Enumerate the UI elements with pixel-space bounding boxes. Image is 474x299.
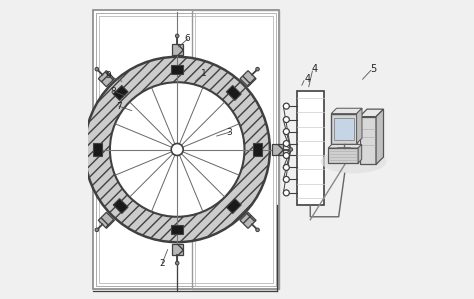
Circle shape [110,82,245,217]
Circle shape [62,148,65,151]
Text: 5: 5 [370,64,376,74]
Bar [98,212,114,228]
Bar [334,118,354,140]
Bar [172,44,183,55]
Polygon shape [358,144,362,163]
Circle shape [171,144,183,155]
Text: 8: 8 [110,87,117,96]
Circle shape [283,129,289,135]
Polygon shape [328,144,362,148]
Circle shape [283,141,289,147]
Bar [328,148,358,163]
Circle shape [95,67,99,71]
Polygon shape [331,108,362,114]
Bar [93,144,102,155]
Bar [99,16,273,283]
Text: 9: 9 [105,71,111,80]
Circle shape [84,57,270,242]
Bar [226,86,241,100]
Text: 3: 3 [227,128,232,137]
Text: 4: 4 [312,64,318,74]
Circle shape [283,152,289,158]
Circle shape [289,148,292,151]
Text: 7: 7 [116,102,122,111]
Bar [96,13,276,286]
Bar [226,199,241,213]
Circle shape [175,261,179,265]
Bar [240,71,256,87]
Bar [72,144,83,155]
Bar [240,212,256,228]
Text: 6: 6 [185,34,191,43]
Bar [297,91,324,205]
Circle shape [175,34,179,38]
Bar [171,65,183,74]
Bar [93,10,279,289]
Circle shape [256,228,259,232]
Bar [253,144,262,155]
Bar [113,86,128,100]
Circle shape [283,117,289,123]
Polygon shape [376,109,383,164]
Bar [360,117,376,164]
Text: 4: 4 [304,74,310,84]
Circle shape [95,228,99,232]
Bar [192,10,279,289]
Circle shape [283,190,289,196]
Ellipse shape [321,150,386,173]
Bar [171,225,183,234]
Circle shape [256,67,259,71]
Circle shape [283,164,289,170]
Circle shape [283,103,289,109]
Bar [194,13,276,286]
Polygon shape [356,108,362,144]
Bar [113,199,128,213]
Polygon shape [360,109,383,117]
Circle shape [283,176,289,182]
Bar [98,71,114,87]
Bar [272,144,283,155]
Bar [331,114,356,144]
Bar [172,244,183,255]
Text: 1: 1 [201,69,207,78]
Text: 2: 2 [159,259,165,268]
